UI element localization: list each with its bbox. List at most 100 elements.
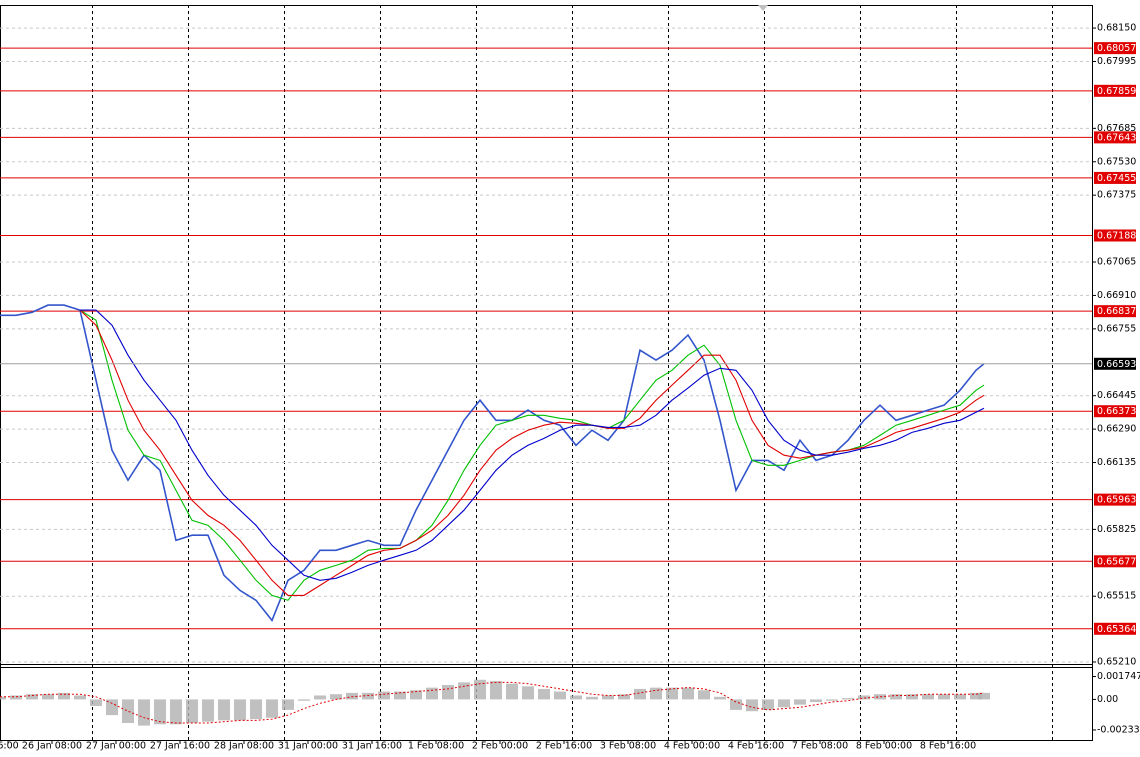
- histogram-bar: [570, 695, 582, 700]
- histogram-bar: [794, 699, 806, 705]
- histogram-bar: [602, 695, 614, 700]
- histogram-bar: [954, 694, 966, 700]
- histogram-bar: [330, 694, 342, 700]
- x-tick-label: 4 Feb 16:00: [728, 741, 784, 752]
- level-label-box: [1094, 131, 1136, 144]
- y-tick-label: 0.00: [1097, 694, 1118, 705]
- histogram-bar: [858, 695, 870, 700]
- level-label: 0.65364: [1097, 624, 1136, 635]
- level-label: 0.67455: [1097, 173, 1136, 184]
- x-tick-label: 27 Jan 16:00: [150, 741, 210, 752]
- x-tick-label: 8 Feb 00:00: [856, 741, 912, 752]
- histogram-bar: [778, 699, 790, 708]
- x-tick-label: 31 Jan 00:00: [278, 741, 338, 752]
- level-label-box: [1094, 84, 1136, 97]
- y-tick-label: 0.66910: [1097, 290, 1136, 301]
- histogram-bar: [746, 699, 758, 712]
- x-tick-label: 2 Feb 00:00: [472, 741, 528, 752]
- level-label-box: [1094, 555, 1136, 568]
- histogram-bar: [970, 692, 982, 700]
- level-label: 0.67859: [1097, 86, 1136, 97]
- histogram-bar: [826, 699, 838, 701]
- y-tick-label: 0.68150: [1097, 23, 1136, 34]
- histogram-bar: [266, 699, 278, 718]
- x-tick-label: 7 Feb 08:00: [792, 741, 848, 752]
- histogram-bar: [874, 694, 886, 700]
- histogram-bar: [650, 687, 662, 700]
- signal-line: [0, 681, 985, 724]
- y-tick-label: 0.67685: [1097, 123, 1136, 134]
- histogram-bar: [154, 699, 166, 725]
- histogram-bar: [890, 694, 902, 700]
- y-tick-label: -0.002333: [1097, 724, 1140, 735]
- histogram-bar: [634, 688, 646, 700]
- level-label-box: [1094, 42, 1136, 55]
- histogram-bar: [666, 687, 678, 700]
- histogram-bar: [906, 694, 918, 700]
- price-line: [79, 309, 985, 596]
- price-line: [0, 304, 985, 622]
- histogram-bar: [26, 694, 38, 700]
- current-price-box: [1094, 357, 1136, 370]
- level-label: 0.67188: [1097, 230, 1136, 241]
- histogram-bar: [346, 692, 358, 700]
- y-tick-label: 0.66290: [1097, 424, 1136, 435]
- histogram-bar: [186, 699, 198, 723]
- histogram-bar: [938, 694, 950, 700]
- y-tick-label: 0.67530: [1097, 156, 1136, 167]
- histogram-bar: [842, 698, 854, 700]
- level-label: 0.66837: [1097, 306, 1136, 317]
- x-tick-label: 1 Feb 08:00: [408, 741, 464, 752]
- histogram-bar: [458, 682, 470, 700]
- histogram-bar: [922, 694, 934, 700]
- level-label-box: [1094, 405, 1136, 418]
- y-tick-label: 0.65210: [1097, 656, 1136, 667]
- y-tick-label: 0.66135: [1097, 457, 1136, 468]
- x-tick-label: 3 Feb 08:00: [600, 741, 656, 752]
- histogram-bar: [0, 696, 6, 700]
- level-label: 0.67643: [1097, 132, 1136, 143]
- period-separators: [92, 5, 1053, 740]
- level-label-box: [1094, 305, 1136, 318]
- histogram-bar: [586, 696, 598, 700]
- histogram-bar: [978, 692, 990, 700]
- x-tick-label: 31 Jan 16:00: [342, 741, 402, 752]
- histogram-bar: [714, 696, 726, 700]
- x-tick-label: 26 Jan 08:00: [22, 741, 82, 752]
- histogram-bar: [122, 699, 134, 723]
- histogram-bar: [442, 685, 454, 700]
- histogram-bar: [394, 691, 406, 700]
- x-tick-label: 4 Feb 00:00: [664, 741, 720, 752]
- histogram-bar: [522, 686, 534, 700]
- y-tick-label: 0.66755: [1097, 323, 1136, 334]
- frame: [0, 5, 1093, 741]
- histogram-bar: [298, 699, 310, 701]
- histogram-bar: [506, 683, 518, 700]
- histogram-bar: [698, 690, 710, 700]
- histogram-bar: [490, 681, 502, 700]
- x-tick-label: 8 Feb 16:00: [920, 741, 976, 752]
- histogram-bar: [42, 694, 54, 700]
- histogram-bar: [74, 695, 86, 700]
- histogram-bar: [618, 694, 630, 700]
- x-tick-label: 27 Jan 00:00: [86, 741, 146, 752]
- histogram-bar: [10, 695, 22, 700]
- histogram-bar: [730, 699, 742, 710]
- histogram-bar: [250, 699, 262, 720]
- x-tick-label: 28 Jan 08:00: [214, 741, 274, 752]
- histogram-bar: [106, 699, 118, 716]
- y-tick-label: 0.67995: [1097, 56, 1136, 67]
- y-tick-label: 0.65515: [1097, 591, 1136, 602]
- level-label-box: [1094, 229, 1136, 242]
- level-label: 0.65677: [1097, 556, 1136, 567]
- histogram-bar: [58, 692, 70, 700]
- histogram-bar: [538, 688, 550, 700]
- x-tick-label: 6:00: [0, 741, 19, 752]
- histogram-bar: [474, 679, 486, 700]
- level-label-box: [1094, 171, 1136, 184]
- histogram-bar: [138, 699, 150, 726]
- level-label-box: [1094, 622, 1136, 635]
- histogram-bar: [426, 687, 438, 700]
